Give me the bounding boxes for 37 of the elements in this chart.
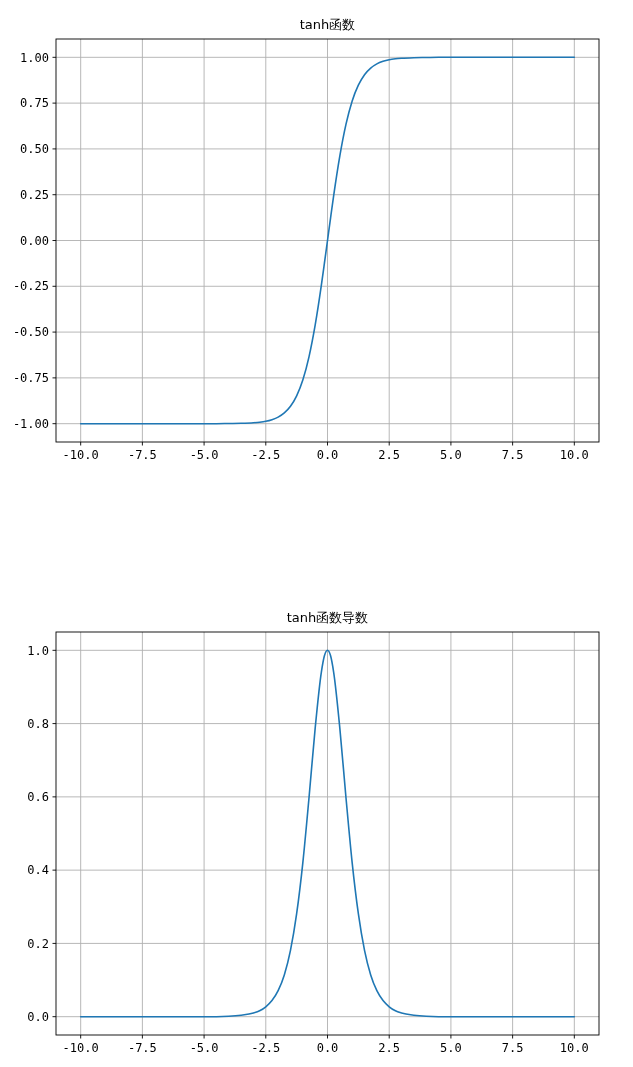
x-tick-label: 2.5 (378, 448, 401, 462)
y-tick-label: -0.50 (12, 325, 49, 340)
y-tick-label: 0.4 (27, 863, 49, 878)
y-tick-label: 0.6 (27, 790, 49, 805)
y-tick-label: 0.2 (27, 936, 49, 951)
x-tick-label: 5.0 (440, 1041, 462, 1055)
x-tick-label: -10.0 (62, 1041, 99, 1055)
x-tick-label: -10.0 (62, 448, 99, 462)
y-tick-label: 0.25 (20, 187, 49, 202)
y-tick-label: 0.00 (20, 233, 49, 248)
x-tick-label: -2.5 (251, 1041, 281, 1055)
x-tick-label: 2.5 (378, 1041, 401, 1055)
chart-title: tanh函数导数 (286, 610, 369, 625)
x-tick-label: -2.5 (251, 448, 281, 462)
y-tick-label: 0.8 (27, 716, 49, 731)
x-tick-label: 5.0 (440, 448, 462, 462)
x-tick-label: -5.0 (189, 1041, 219, 1055)
x-tick-label: 7.5 (501, 448, 524, 462)
y-tick-label: 0.50 (20, 142, 49, 157)
x-tick-label: -7.5 (127, 1041, 157, 1055)
x-tick-label: -7.5 (127, 448, 157, 462)
x-tick-label: 10.0 (559, 1041, 589, 1055)
x-tick-label: 0.0 (316, 448, 339, 462)
x-tick-label: -5.0 (189, 448, 219, 462)
y-tick-label: -0.25 (12, 279, 49, 294)
y-tick-label: 1.00 (20, 50, 49, 65)
y-tick-label: 0.75 (20, 96, 49, 111)
y-tick-label: -0.75 (12, 371, 49, 386)
y-tick-label: 0.0 (27, 1009, 49, 1024)
line-series (79, 649, 576, 1018)
x-tick-label: 0.0 (316, 1041, 339, 1055)
y-tick-label: -1.00 (12, 416, 49, 431)
line-series (79, 56, 576, 425)
chart-title: tanh函数 (299, 17, 356, 32)
y-tick-label: 1.0 (27, 643, 49, 658)
x-tick-label: 7.5 (501, 1041, 524, 1055)
x-tick-label: 10.0 (559, 448, 589, 462)
